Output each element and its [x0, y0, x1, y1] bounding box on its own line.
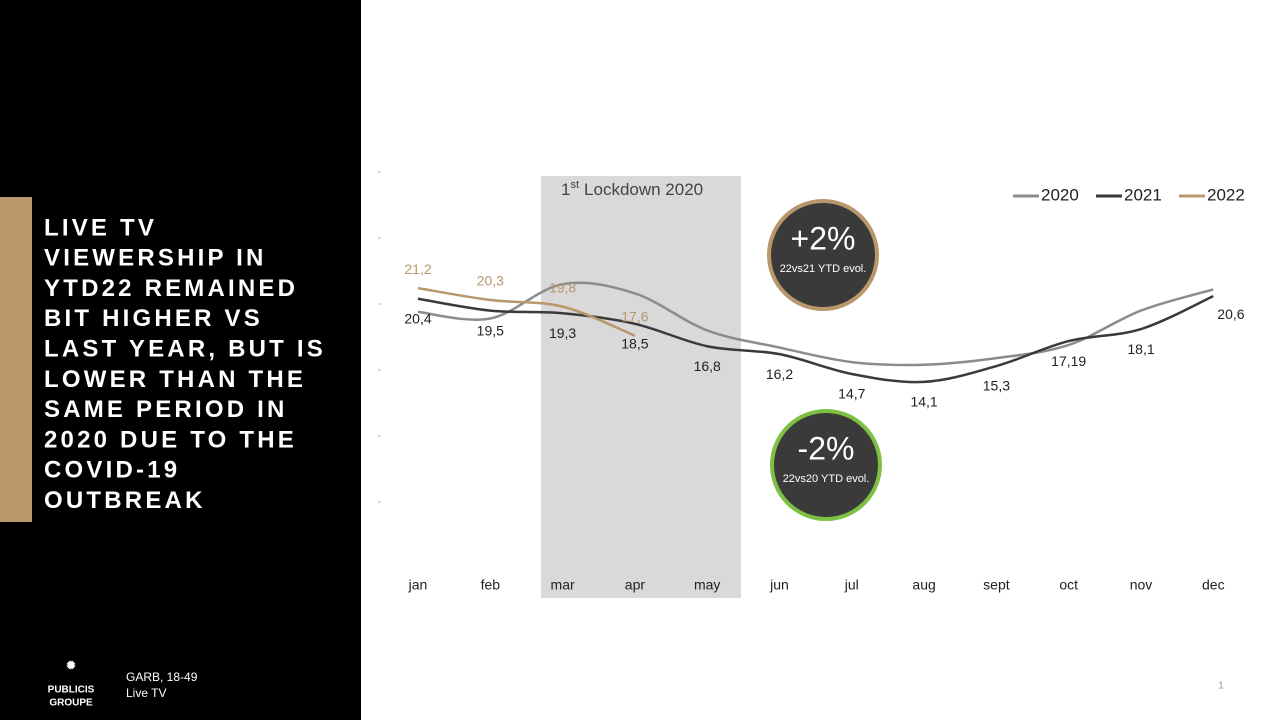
data-label: 14,1 — [910, 394, 937, 410]
slide-title: BIT HIGHER VS — [44, 305, 263, 332]
callout-caption: 22vs21 YTD evol. — [780, 263, 867, 275]
x-tick-label: mar — [551, 577, 575, 593]
logo-text: GROUPE — [49, 698, 93, 709]
callout-circle — [767, 199, 879, 311]
legend-label: 2021 — [1124, 185, 1162, 204]
x-tick-label: jul — [844, 577, 859, 593]
data-label: 21,2 — [404, 261, 431, 277]
slide-title: OUTBREAK — [44, 487, 206, 514]
data-label: 17,19 — [1051, 353, 1086, 369]
slide-title: SAME PERIOD IN — [44, 396, 288, 423]
lockdown-region — [541, 176, 741, 598]
x-tick-label: sept — [983, 577, 1010, 593]
lockdown-text: Lockdown 2020 — [584, 180, 703, 199]
slide-title: YTD22 REMAINED — [44, 275, 298, 302]
callout-value: +2% — [791, 220, 856, 256]
data-label: 16,8 — [694, 358, 721, 374]
source: GARB, 18-49 — [126, 670, 198, 684]
x-tick-label: oct — [1059, 577, 1078, 593]
slide-title: LOWER THAN THE — [44, 366, 306, 393]
data-label: 15,3 — [983, 378, 1010, 394]
data-label: 18,1 — [1127, 341, 1154, 357]
data-label: 20,6 — [1217, 306, 1244, 322]
source: Live TV — [126, 686, 166, 700]
data-label: 19,5 — [477, 322, 504, 338]
legend-label: 2022 — [1207, 185, 1245, 204]
callout-value: -2% — [798, 430, 855, 466]
x-tick-label: may — [694, 577, 720, 593]
sidebar — [0, 0, 361, 720]
x-tick-label: feb — [481, 577, 501, 593]
callout-circle — [770, 409, 882, 521]
accent-bar — [0, 197, 32, 522]
slide-title: 2020 DUE TO THE — [44, 426, 297, 453]
slide-title: LIVE TV — [44, 214, 157, 241]
data-label: 18,5 — [621, 336, 648, 352]
slide-title: LAST YEAR, BUT IS — [44, 336, 326, 363]
logo-mark: ✺ — [66, 660, 75, 672]
data-label: 17,6 — [621, 308, 648, 324]
callout-caption: 22vs20 YTD evol. — [783, 473, 870, 485]
slide-title: COVID-19 — [44, 457, 180, 484]
legend-label: 2020 — [1041, 185, 1079, 204]
slide-title: VIEWERSHIP IN — [44, 245, 267, 272]
data-label: 14,7 — [838, 386, 865, 402]
x-tick-label: jan — [408, 577, 428, 593]
x-tick-label: nov — [1130, 577, 1153, 593]
page-number: 1 — [1218, 681, 1224, 692]
lockdown-sup: st — [570, 179, 579, 191]
data-label: 20,4 — [404, 310, 431, 326]
logo-text: PUBLICIS — [48, 685, 95, 696]
data-label: 19,8 — [549, 279, 576, 295]
series-line — [417, 286, 636, 337]
x-tick-label: aug — [912, 577, 935, 593]
data-label: 16,2 — [766, 366, 793, 382]
series-line — [417, 281, 1214, 367]
lockdown-label: 1st Lockdown 2020 — [561, 179, 703, 200]
x-tick-label: jun — [769, 577, 789, 593]
x-tick-label: apr — [625, 577, 646, 593]
data-label: 20,3 — [477, 273, 504, 289]
x-tick-label: dec — [1202, 577, 1225, 593]
data-label: 19,3 — [549, 325, 576, 341]
lockdown-number: 1 — [561, 180, 570, 199]
series-line — [417, 294, 1214, 384]
